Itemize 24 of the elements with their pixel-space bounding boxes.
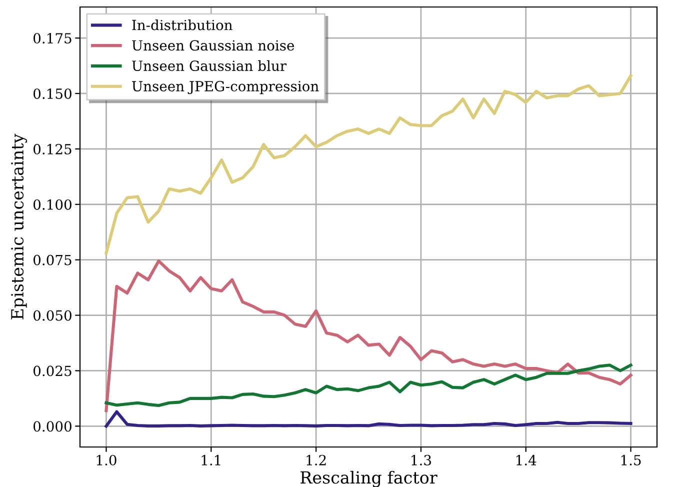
legend-label: Unseen JPEG-compression [132, 80, 319, 94]
y-tick-label: 0.025 [34, 366, 72, 376]
y-tick-label: 0.075 [34, 254, 72, 266]
x-tick-label: 1.4 [516, 454, 536, 466]
line-series [104, 364, 632, 408]
y-tick-label: 0.100 [34, 199, 72, 210]
line-series [104, 259, 632, 412]
line-series [104, 410, 632, 428]
y-tick-label: 0.175 [34, 33, 72, 44]
x-tick-label: 1.3 [412, 454, 431, 466]
legend-label: In-distribution [132, 20, 232, 30]
legend-label: Unseen Gaussian blur [132, 60, 287, 72]
legend-label: Unseen Gaussian noise [132, 40, 294, 51]
x-tick-label: 1.0 [96, 454, 116, 466]
y-tick-label: 0.050 [34, 310, 72, 321]
y-tick-label: 0.000 [34, 421, 72, 432]
y-tick-label: 0.125 [34, 144, 72, 154]
x-tick-label: 1.5 [621, 454, 641, 466]
line-series [104, 74, 632, 255]
y-axis-title: Epistemic uncertainty [11, 134, 28, 320]
x-tick-label: 1.2 [306, 454, 326, 466]
x-axis-title: Rescaling factor [300, 470, 438, 487]
y-tick-label: 0.150 [34, 88, 72, 99]
x-tick-label: 1.1 [202, 454, 220, 466]
